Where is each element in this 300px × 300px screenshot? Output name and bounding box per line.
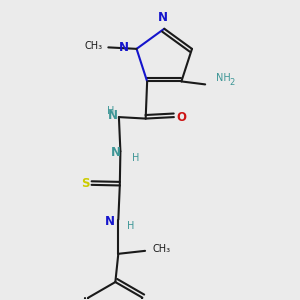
Text: H: H xyxy=(107,106,115,116)
Text: N: N xyxy=(119,41,129,54)
Text: H: H xyxy=(127,221,134,231)
Text: H: H xyxy=(132,153,140,163)
Text: CH₃: CH₃ xyxy=(152,244,171,254)
Text: N: N xyxy=(108,109,118,122)
Text: N: N xyxy=(158,11,168,24)
Text: NH: NH xyxy=(216,74,230,83)
Text: S: S xyxy=(81,177,89,190)
Text: N: N xyxy=(105,214,115,228)
Text: N: N xyxy=(111,146,121,159)
Text: 2: 2 xyxy=(230,78,235,87)
Text: O: O xyxy=(176,111,186,124)
Text: CH₃: CH₃ xyxy=(84,41,102,51)
